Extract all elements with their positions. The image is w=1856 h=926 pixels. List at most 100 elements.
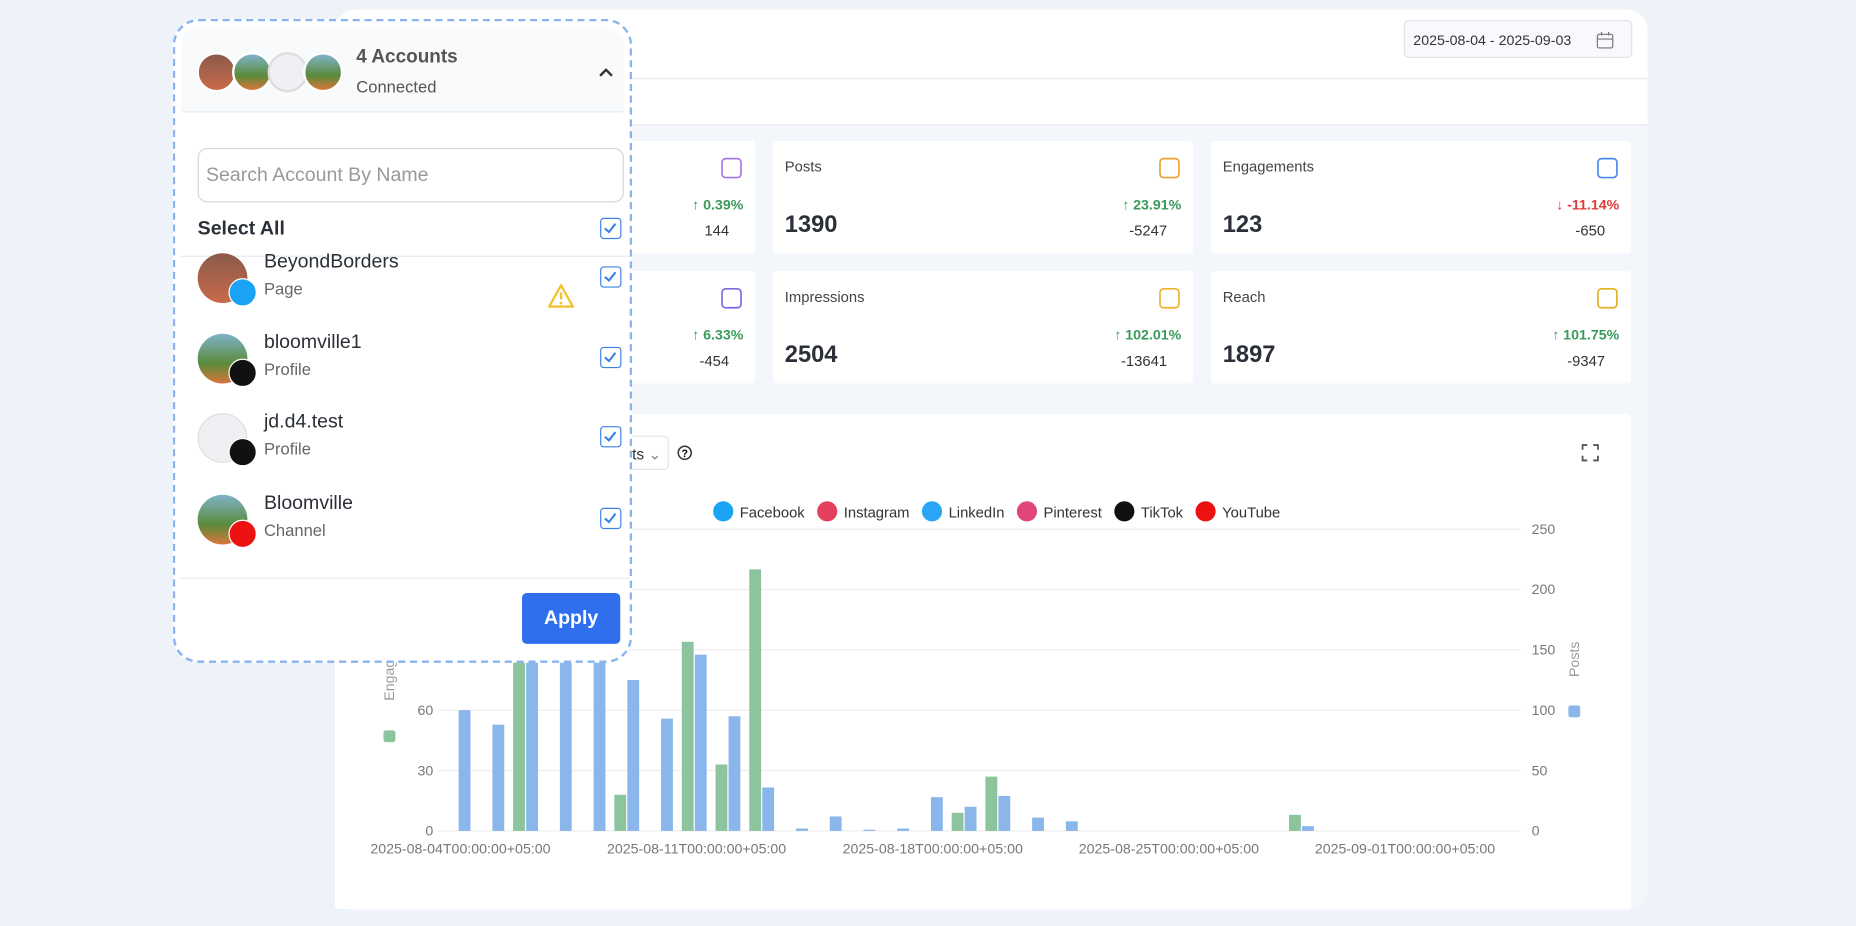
bar bbox=[930, 797, 943, 831]
check bbox=[604, 431, 617, 442]
account-type: Profile bbox=[263, 359, 311, 379]
checkbox[interactable] bbox=[600, 507, 622, 530]
metric-change: ↑ 23.91% bbox=[1122, 196, 1182, 214]
bar bbox=[1302, 826, 1314, 831]
series-key bbox=[1568, 705, 1581, 718]
legend-label: YouTube bbox=[1222, 505, 1280, 521]
metric-title: Engagements bbox=[1222, 158, 1315, 176]
metric-value: 2504 bbox=[784, 342, 838, 369]
metric-title: Posts bbox=[784, 158, 822, 176]
bar bbox=[728, 716, 741, 831]
metric-icon bbox=[1597, 157, 1618, 179]
platform-badge bbox=[228, 437, 257, 467]
icon-shape bbox=[1597, 287, 1618, 309]
divider bbox=[181, 255, 630, 257]
metric-icon bbox=[721, 157, 742, 179]
metric-diff: -9347 bbox=[1567, 352, 1606, 370]
bar bbox=[593, 661, 606, 831]
select-all[interactable]: Select All bbox=[197, 217, 285, 240]
bar bbox=[661, 718, 673, 831]
x-tick-label: 2025-08-18T00:00:00+05:00 bbox=[843, 841, 1023, 857]
metric-diff: -13641 bbox=[1121, 352, 1168, 370]
legend-label: Facebook bbox=[740, 505, 806, 521]
bar bbox=[492, 724, 505, 831]
bar bbox=[681, 641, 694, 831]
bar bbox=[1289, 814, 1301, 831]
date-range[interactable]: 2025-08-04 - 2025-09-03 bbox=[1403, 20, 1633, 58]
expand-icon[interactable] bbox=[1581, 444, 1599, 462]
y-tick-label: 60 bbox=[417, 703, 433, 719]
bar bbox=[964, 806, 977, 831]
avatar bbox=[303, 52, 344, 93]
metric-change: ↑ 101.75% bbox=[1552, 326, 1620, 344]
checkbox[interactable] bbox=[600, 426, 622, 448]
bar bbox=[513, 629, 525, 831]
bar bbox=[863, 829, 876, 831]
warning-icon bbox=[548, 284, 575, 308]
metric-card: Posts 1390 ↑ 23.91% -5247 bbox=[772, 140, 1194, 254]
check bbox=[604, 223, 617, 234]
panel-title: 4 Accounts bbox=[356, 47, 458, 68]
metric-change: ↑ 102.01% bbox=[1114, 326, 1182, 344]
legend-icon bbox=[1195, 501, 1216, 522]
x-tick-label: 2025-08-04T00:00:00+05:00 bbox=[370, 841, 550, 857]
platform-badge bbox=[228, 278, 257, 307]
legend-label: TikTok bbox=[1141, 505, 1184, 521]
metric-icon bbox=[1159, 157, 1180, 179]
check bbox=[604, 271, 617, 283]
account-name: Bloomville bbox=[263, 492, 353, 514]
help-icon[interactable]: ? bbox=[677, 445, 693, 461]
account-type: Page bbox=[263, 279, 303, 299]
legend-label: Instagram bbox=[844, 505, 910, 521]
select-text: ts bbox=[632, 445, 645, 463]
bar bbox=[458, 710, 471, 831]
series-key bbox=[383, 730, 396, 743]
search-input[interactable]: Search Account By Name bbox=[197, 147, 624, 203]
avatar bbox=[231, 52, 273, 93]
metric-title: Reach bbox=[1222, 288, 1266, 306]
metric-value: 1897 bbox=[1222, 342, 1276, 369]
metric-value: 123 bbox=[1222, 211, 1263, 238]
platform-badge bbox=[228, 358, 257, 388]
icon-shape bbox=[721, 157, 742, 179]
bar bbox=[998, 795, 1011, 831]
metric-icon bbox=[1159, 287, 1180, 309]
metric-card: Reach 1897 ↑ 101.75% -9347 bbox=[1210, 271, 1632, 384]
checkbox[interactable] bbox=[600, 346, 622, 369]
bar bbox=[897, 828, 910, 831]
account-type: Profile bbox=[263, 439, 311, 459]
y2-axis-label: Posts bbox=[1567, 642, 1583, 677]
divider bbox=[334, 78, 1648, 80]
metric-card: Engagements 123 ↓ -11.14% -650 bbox=[1210, 140, 1632, 254]
x-tick-label: 2025-08-25T00:00:00+05:00 bbox=[1079, 841, 1259, 857]
calendar-icon bbox=[1596, 31, 1614, 49]
caret-up[interactable] bbox=[598, 66, 615, 78]
x-tick-label: 2025-08-11T00:00:00+05:00 bbox=[607, 841, 786, 857]
check bbox=[604, 352, 617, 363]
metric-card: Impressions 2504 ↑ 102.01% -13641 bbox=[772, 271, 1194, 384]
avatar bbox=[267, 52, 308, 93]
bar bbox=[694, 654, 707, 831]
legend-label: Pinterest bbox=[1044, 505, 1102, 521]
bar bbox=[829, 816, 842, 831]
metric-diff: -454 bbox=[699, 352, 730, 370]
metric-change: ↓ -11.14% bbox=[1556, 196, 1620, 214]
metric-diff: -5247 bbox=[1129, 222, 1168, 240]
icon-shape bbox=[1159, 287, 1180, 309]
icon-shape bbox=[1597, 157, 1618, 179]
bar bbox=[715, 764, 728, 831]
legend-icon bbox=[1016, 501, 1038, 522]
checkbox[interactable] bbox=[600, 266, 622, 288]
date-text: 2025-08-04 - 2025-09-03 bbox=[1413, 31, 1572, 49]
metric-value: 1390 bbox=[784, 211, 838, 238]
y2-tick-label: 200 bbox=[1532, 582, 1556, 598]
bar bbox=[749, 569, 762, 831]
account-name: jd.d4.test bbox=[263, 410, 344, 433]
checkbox[interactable] bbox=[600, 217, 622, 240]
account-type: Channel bbox=[263, 520, 326, 540]
account-name: BeyondBorders bbox=[263, 250, 399, 273]
apply-button[interactable]: Apply bbox=[521, 593, 621, 644]
metric-change: ↑ 0.39% bbox=[692, 196, 744, 214]
avatar bbox=[196, 52, 237, 93]
